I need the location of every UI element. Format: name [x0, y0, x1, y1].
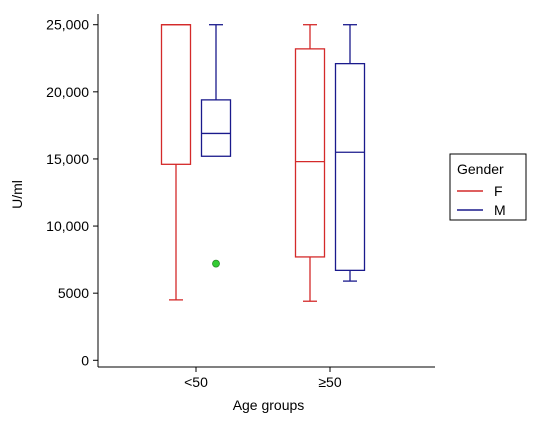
box-m-1: [334, 24, 366, 282]
legend: Gender FM: [449, 153, 527, 221]
y-tick-label: 10,000: [46, 218, 89, 234]
outlier-point: [212, 259, 220, 268]
y-axis-label: U/ml: [9, 180, 25, 209]
y-tick-label: 25,000: [46, 17, 89, 33]
y-tick-label: 20,000: [46, 84, 89, 100]
y-tick-label: 15,000: [46, 151, 89, 167]
y-tick-label: 5000: [58, 285, 89, 301]
x-tick-label: <50: [184, 374, 208, 390]
box-f-0: [160, 24, 192, 301]
legend-label-m: M: [494, 202, 506, 218]
box-f-1: [294, 24, 326, 302]
x-axis-label: Age groups: [233, 397, 305, 413]
axes: [97, 14, 435, 368]
x-axis-ticks: <50 ≥50: [184, 367, 342, 390]
plot-area: [160, 24, 366, 302]
x-tick-label: ≥50: [318, 374, 341, 390]
box-iqr: [160, 24, 192, 165]
y-axis-ticks: 0 5000 10,000 15,000 20,000 25,000: [46, 17, 98, 368]
y-tick-label: 0: [81, 352, 89, 368]
box-iqr: [200, 99, 232, 157]
legend-title: Gender: [457, 161, 504, 177]
legend-box: [449, 153, 527, 221]
box-iqr: [294, 48, 326, 258]
legend-label-f: F: [494, 183, 503, 199]
box-iqr: [334, 62, 366, 272]
box-m-0: [200, 24, 232, 268]
